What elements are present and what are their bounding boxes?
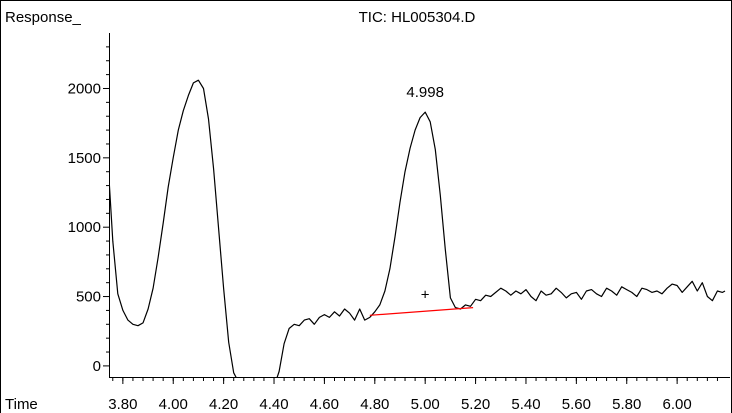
peak-label: 4.998 [406, 84, 444, 101]
x-tick-label: 5.80 [612, 396, 641, 413]
y-axis-label: Response_ [5, 9, 82, 26]
peak-marker: + [421, 286, 430, 303]
x-tick-label: 5.00 [411, 396, 440, 413]
x-tick-label: 4.80 [360, 396, 389, 413]
y-tick-label: 0 [93, 358, 101, 375]
annotations: 4.998 + [406, 84, 444, 304]
x-tick-label: 3.80 [108, 396, 137, 413]
chart-title: TIC: HL005304.D [359, 9, 476, 26]
y-tick-label: 500 [76, 289, 101, 306]
x-tick-label: 4.20 [209, 396, 238, 413]
plot-area [110, 79, 726, 377]
y-tick-label: 1500 [68, 150, 101, 167]
series-line [276, 111, 726, 377]
baseline-line [369, 307, 474, 316]
x-tick-label: 4.60 [310, 396, 339, 413]
x-tick-label: 4.40 [259, 396, 288, 413]
y-tick-label: 2000 [68, 80, 101, 97]
x-tick-label: 5.20 [461, 396, 490, 413]
x-tick-label: 5.40 [511, 396, 540, 413]
y-tick-label: 1000 [68, 219, 101, 236]
x-tick-label: 6.00 [663, 396, 692, 413]
y-axis-ticks: 0 500 1000 1500 2000 [68, 46, 109, 375]
x-tick-label: 5.60 [562, 396, 591, 413]
x-tick-label: 4.00 [159, 396, 188, 413]
series-line [110, 79, 237, 377]
x-axis-ticks: 3.80 4.00 4.20 4.40 4.60 4.80 5.00 5.20 5.40 5.60… [108, 377, 718, 413]
x-axis-label: Time [5, 396, 38, 413]
